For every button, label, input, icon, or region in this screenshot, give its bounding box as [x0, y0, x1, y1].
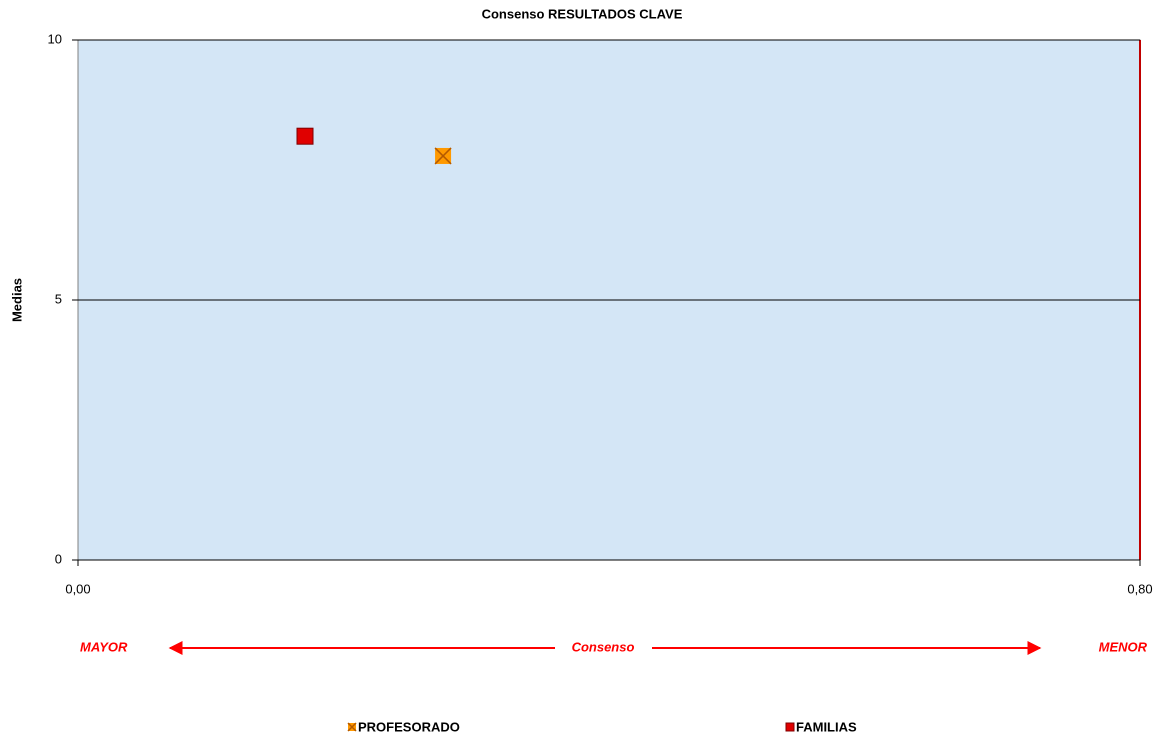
y-axis-label: Medias [9, 278, 24, 322]
point [434, 147, 452, 165]
annotation: MENOR [1099, 639, 1148, 654]
legend-marker-cross [347, 722, 357, 732]
y-tick-label: 10 [48, 31, 62, 46]
point-cross [434, 147, 452, 165]
legend-marker [347, 722, 357, 732]
x-tick-label: 0,80 [1127, 581, 1152, 596]
legend-label: PROFESORADO [358, 719, 460, 734]
legend-label: FAMILIAS [796, 719, 857, 734]
x-tick-label: 0,00 [65, 581, 90, 596]
point [296, 127, 314, 145]
y-tick-label: 0 [55, 551, 62, 566]
annotation: Consenso [572, 639, 635, 654]
chart-title: Consenso RESULTADOS CLAVE [482, 6, 683, 21]
legend-marker [785, 722, 795, 732]
annotation: MAYOR [80, 639, 128, 654]
y-tick-label: 5 [55, 291, 62, 306]
